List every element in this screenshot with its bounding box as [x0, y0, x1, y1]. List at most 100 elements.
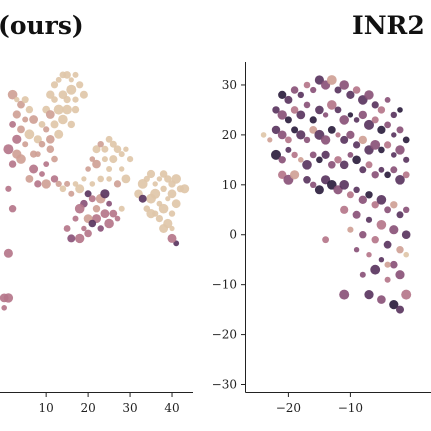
- right-scatter-point: [272, 106, 280, 114]
- right-y-tick-label: 30: [222, 78, 237, 92]
- left-scatter-point: [159, 224, 169, 233]
- left-scatter-point: [143, 175, 150, 182]
- left-scatter-point: [109, 155, 118, 164]
- right-scatter-point: [346, 90, 355, 99]
- left-scatter-point: [1, 305, 8, 311]
- right-scatter-point: [267, 137, 273, 143]
- right-scatter-point: [384, 206, 391, 214]
- left-scatter-point: [21, 96, 29, 104]
- left-scatter-point: [72, 96, 79, 103]
- right-scatter-point: [278, 156, 286, 164]
- right-scatter-point: [383, 240, 392, 249]
- left-scatter-point: [50, 81, 59, 89]
- left-scatter-point: [84, 229, 92, 238]
- left-scatter-point: [72, 215, 79, 222]
- left-scatter-point: [41, 179, 51, 189]
- left-scatter-point: [17, 100, 25, 109]
- right-scatter-point: [328, 161, 336, 169]
- right-scatter-point: [339, 180, 350, 190]
- left-panel-title: (ours): [0, 11, 84, 40]
- right-scatter-point: [365, 216, 373, 223]
- left-scatter-point: [101, 156, 108, 163]
- left-scatter-point: [46, 135, 55, 144]
- left-scatter-point: [53, 104, 64, 115]
- right-scatter-point: [366, 252, 372, 258]
- left-scatter-point: [59, 185, 67, 193]
- right-scatter-point: [297, 91, 304, 99]
- right-scatter-point: [371, 101, 379, 109]
- left-scatter-point: [97, 175, 104, 183]
- right-scatter-point: [290, 106, 299, 114]
- left-scatter-point: [88, 219, 97, 228]
- right-scatter-point: [377, 106, 386, 114]
- left-scatter-point: [67, 234, 76, 243]
- right-scatter-point: [327, 125, 336, 134]
- right-scatter-point: [358, 110, 367, 120]
- left-scatter-point: [81, 225, 87, 232]
- left-scatter-point: [75, 233, 85, 244]
- right-scatter-point: [384, 276, 391, 283]
- right-x-tick-label: −20: [276, 401, 301, 415]
- right-scatter-point: [327, 180, 337, 190]
- left-scatter-point: [92, 205, 101, 213]
- right-scatter-point: [389, 300, 399, 310]
- left-scatter-point: [156, 176, 163, 182]
- left-scatter-point: [3, 293, 14, 303]
- right-scatter-point: [358, 135, 367, 145]
- left-scatter-point: [123, 146, 129, 152]
- left-scatter-point: [92, 145, 101, 154]
- left-scatter-point: [165, 196, 171, 202]
- left-scatter-point: [75, 184, 85, 194]
- right-scatter-point: [326, 75, 337, 85]
- left-scatter-point: [66, 84, 77, 95]
- left-scatter-point: [34, 180, 42, 188]
- left-scatter-point: [7, 89, 18, 100]
- right-scatter-point: [334, 156, 342, 164]
- right-scatter-point: [396, 126, 404, 134]
- right-scatter-point: [277, 130, 287, 140]
- left-scatter-point: [168, 210, 176, 217]
- left-scatter-point: [101, 145, 109, 153]
- left-scatter-point: [97, 225, 104, 232]
- left-scatter-point: [45, 110, 55, 119]
- left-scatter-point: [22, 116, 29, 123]
- right-scatter-point: [353, 186, 360, 193]
- left-x-tick-label: 10: [39, 401, 54, 415]
- right-scatter-point: [371, 201, 379, 209]
- left-scatter-point: [97, 141, 104, 148]
- left-scatter-point: [158, 203, 169, 214]
- left-scatter-point: [109, 140, 117, 148]
- left-scatter-point: [33, 135, 42, 144]
- right-scatter-point: [339, 80, 350, 90]
- right-scatter-point: [309, 116, 317, 124]
- left-scatter-point: [50, 120, 59, 129]
- right-scatter-point: [284, 95, 293, 104]
- left-scatter-point: [171, 174, 181, 184]
- left-scatter-point: [29, 164, 39, 174]
- right-y-tick-label: 0: [229, 228, 237, 242]
- left-scatter-point: [63, 71, 71, 79]
- right-scatter-point: [335, 132, 341, 138]
- right-scatter-point: [284, 116, 292, 124]
- right-scatter-point: [310, 181, 317, 188]
- left-scatter-point: [68, 190, 75, 197]
- left-scatter-point: [76, 81, 84, 89]
- left-scatter-point: [92, 159, 101, 169]
- right-scatter-point: [334, 106, 342, 114]
- right-scatter-point: [389, 225, 399, 235]
- left-scatter-point: [43, 126, 50, 133]
- right-scatter-point: [296, 130, 306, 140]
- left-scatter-point: [89, 181, 96, 187]
- left-scatter-point: [43, 161, 50, 168]
- right-scatter-point: [303, 176, 311, 184]
- left-scatter-point: [38, 140, 46, 148]
- left-scatter-point: [152, 181, 158, 187]
- right-scatter-point: [271, 125, 281, 135]
- left-scatter-point: [72, 71, 79, 78]
- left-scatter-point: [159, 170, 168, 178]
- right-scatter-point: [391, 152, 397, 158]
- left-scatter-point: [118, 205, 125, 212]
- left-scatter-point: [89, 156, 96, 162]
- right-scatter-point: [395, 270, 405, 280]
- right-scatter-point: [390, 260, 398, 269]
